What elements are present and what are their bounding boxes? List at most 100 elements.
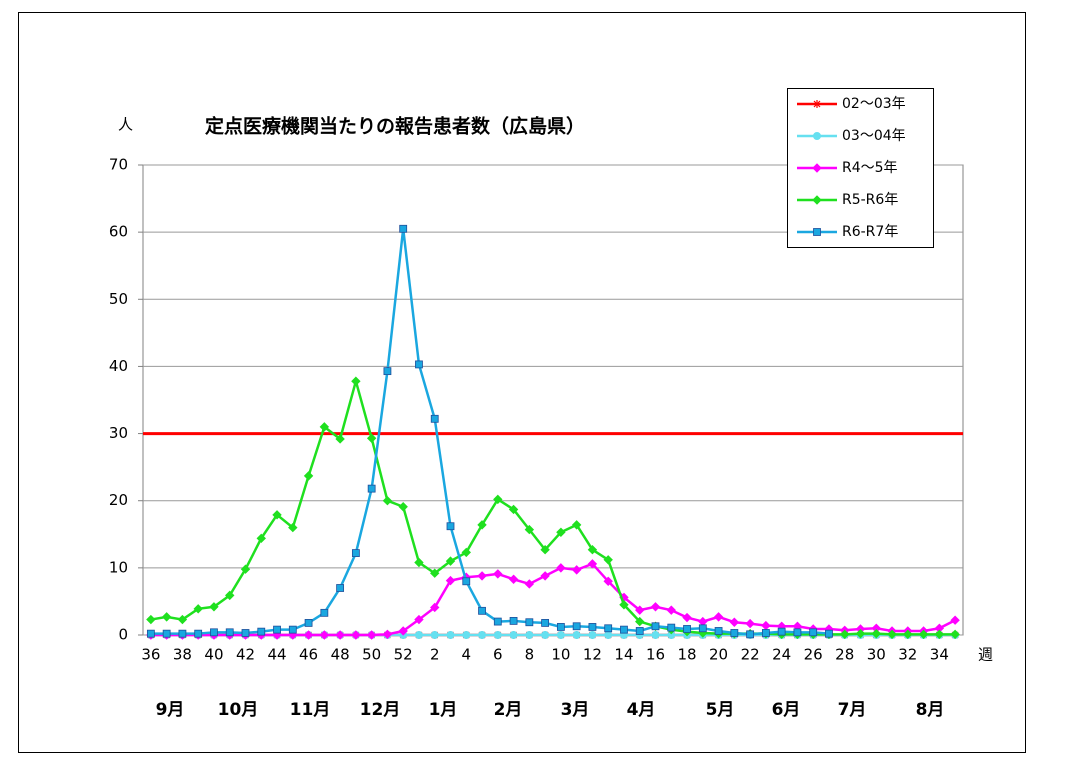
- marker: [651, 631, 660, 639]
- marker: [746, 630, 755, 639]
- marker: [745, 618, 755, 629]
- marker: [146, 614, 156, 625]
- marker: [366, 630, 377, 640]
- marker: [178, 629, 187, 638]
- marker: [855, 628, 866, 639]
- x-unit: 週: [978, 646, 993, 664]
- x-tick-label: 34: [930, 646, 949, 664]
- month-label: 2月: [494, 700, 523, 720]
- marker: [698, 624, 707, 633]
- marker: [777, 627, 786, 636]
- marker: [209, 602, 219, 612]
- y-tick-label: 50: [109, 290, 128, 308]
- marker: [257, 627, 266, 636]
- marker: [509, 631, 518, 639]
- month-label: 5月: [706, 700, 735, 720]
- marker: [587, 545, 598, 555]
- x-tick-label: 6: [493, 646, 503, 664]
- marker: [446, 631, 455, 639]
- marker: [729, 617, 740, 627]
- marker: [620, 625, 628, 634]
- marker: [445, 575, 456, 586]
- month-label: 10月: [218, 700, 259, 720]
- x-tick-label: 4: [461, 646, 471, 664]
- x-tick-label: 30: [867, 646, 886, 664]
- marker: [572, 622, 581, 631]
- marker: [304, 619, 313, 627]
- marker: [272, 510, 282, 520]
- marker: [793, 628, 802, 637]
- marker: [493, 631, 502, 639]
- y-tick-label: 70: [109, 156, 128, 174]
- marker: [351, 376, 361, 386]
- marker: [225, 590, 235, 601]
- marker: [288, 625, 297, 634]
- marker: [493, 569, 503, 579]
- marker: [162, 629, 171, 638]
- marker: [813, 132, 821, 140]
- marker: [524, 524, 535, 535]
- marker: [619, 600, 629, 610]
- marker: [682, 612, 692, 623]
- marker: [871, 628, 881, 639]
- marker: [351, 630, 361, 640]
- x-tick-label: 24: [772, 646, 791, 664]
- month-label: 4月: [627, 700, 656, 720]
- marker: [240, 564, 251, 574]
- marker: [146, 629, 155, 638]
- marker: [273, 625, 281, 634]
- marker: [320, 608, 329, 617]
- month-label: 9月: [156, 700, 185, 720]
- x-tick-label: 50: [362, 646, 381, 664]
- x-tick-label: 14: [614, 646, 633, 664]
- marker: [918, 629, 929, 640]
- month-label: 12月: [360, 700, 401, 720]
- x-tick-label: 32: [898, 646, 917, 664]
- x-tick-label: 22: [741, 646, 760, 664]
- marker: [351, 549, 360, 557]
- marker: [903, 629, 913, 640]
- marker: [210, 628, 218, 637]
- marker: [588, 623, 597, 631]
- x-tick-label: 26: [804, 646, 823, 664]
- series: [146, 376, 960, 640]
- marker: [603, 576, 613, 586]
- series-line: [150, 562, 956, 637]
- marker: [812, 163, 822, 173]
- x-tick-label: 36: [141, 646, 160, 664]
- x-tick-label: 2: [430, 646, 440, 664]
- marker: [462, 631, 471, 639]
- x-tick-label: 20: [709, 646, 728, 664]
- marker: [477, 520, 487, 530]
- marker: [336, 584, 345, 592]
- marker: [541, 619, 550, 627]
- marker: [556, 563, 566, 573]
- series: [146, 224, 833, 639]
- marker: [525, 618, 534, 627]
- marker: [398, 502, 408, 512]
- marker: [509, 617, 518, 625]
- marker: [887, 629, 897, 640]
- marker: [524, 579, 535, 589]
- y-tick-label: 0: [118, 626, 128, 644]
- marker: [319, 422, 330, 432]
- marker: [667, 623, 676, 632]
- marker: [603, 555, 613, 565]
- marker: [525, 631, 534, 639]
- x-tick-label: 18: [677, 646, 696, 664]
- marker: [303, 630, 314, 640]
- legend-label: R6-R7年: [842, 224, 898, 240]
- marker: [714, 627, 723, 635]
- marker: [177, 614, 188, 625]
- marker: [303, 471, 314, 481]
- y-tick-label: 60: [109, 223, 128, 241]
- marker: [335, 434, 345, 444]
- month-label: 8月: [916, 700, 945, 720]
- marker: [572, 631, 581, 639]
- marker: [950, 629, 960, 640]
- y-unit: 人: [118, 116, 133, 134]
- marker: [461, 547, 471, 558]
- marker: [604, 631, 613, 639]
- marker: [493, 494, 503, 505]
